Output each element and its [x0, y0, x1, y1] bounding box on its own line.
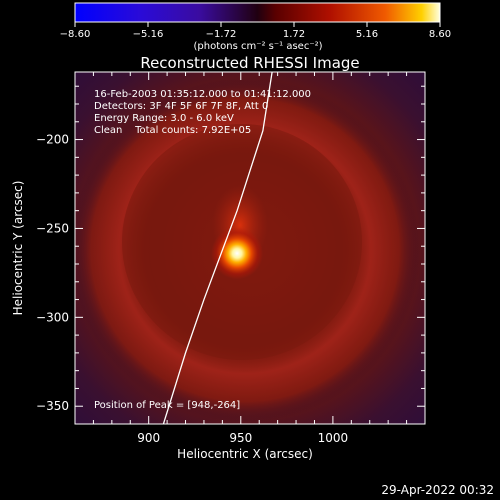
y-tick-label: −250	[36, 221, 69, 235]
annotation-detectors: Detectors: 3F 4F 5F 6F 7F 8F, Att 0	[94, 101, 268, 112]
annotation-time-range: 16-Feb-2003 01:35:12.000 to 01:41:12.000	[94, 89, 311, 100]
colorbar-unit-label: (photons cm⁻² s⁻¹ asec⁻²)	[193, 41, 322, 52]
annotations: 16-Feb-2003 01:35:12.000 to 01:41:12.000…	[94, 89, 311, 136]
colorbar-tick-labels: −8.60 −5.16 −1.72 1.72 5.16 8.60	[60, 29, 451, 40]
x-axis-tick-labels: 900 950 1000	[137, 431, 348, 445]
colorbar-tick-label: −8.60	[60, 29, 91, 40]
colorbar-tick-label: 5.16	[356, 29, 378, 40]
y-axis-tick-labels: −200 −250 −300 −350	[36, 133, 69, 414]
y-axis-label: Heliocentric Y (arcsec)	[11, 181, 25, 316]
x-axis-ticks	[92, 72, 408, 424]
y-tick-label: −200	[36, 133, 69, 147]
footer-date: 29-Apr-2022 00:32	[381, 483, 494, 497]
solar-limb-curve	[162, 72, 273, 424]
heatmap-image	[75, 72, 425, 424]
colorbar	[74, 2, 441, 23]
plot-frame	[74, 71, 426, 425]
peak-position-label: Position of Peak = [948,-264]	[94, 400, 240, 411]
annotation-energy-range: Energy Range: 3.0 - 6.0 keV	[94, 113, 234, 124]
colorbar-tick-label: 1.72	[283, 29, 305, 40]
annotation-counts: Clean Total counts: 7.92E+05	[94, 125, 251, 136]
peak-source	[211, 227, 264, 280]
y-tick-label: −300	[36, 310, 69, 324]
colorbar-tick-label: 8.60	[429, 29, 451, 40]
y-tick-label: −350	[36, 399, 69, 413]
x-axis-label: Heliocentric X (arcsec)	[177, 447, 313, 461]
colorbar-tick-label: −1.72	[206, 29, 237, 40]
y-axis-ticks	[75, 85, 425, 407]
chart-title: Reconstructed RHESSI Image	[140, 54, 359, 72]
x-tick-label: 900	[137, 431, 160, 445]
colorbar-ticks	[74, 22, 441, 27]
x-tick-label: 1000	[318, 431, 349, 445]
colorbar-tick-label: −5.16	[133, 29, 164, 40]
x-tick-label: 950	[229, 431, 252, 445]
